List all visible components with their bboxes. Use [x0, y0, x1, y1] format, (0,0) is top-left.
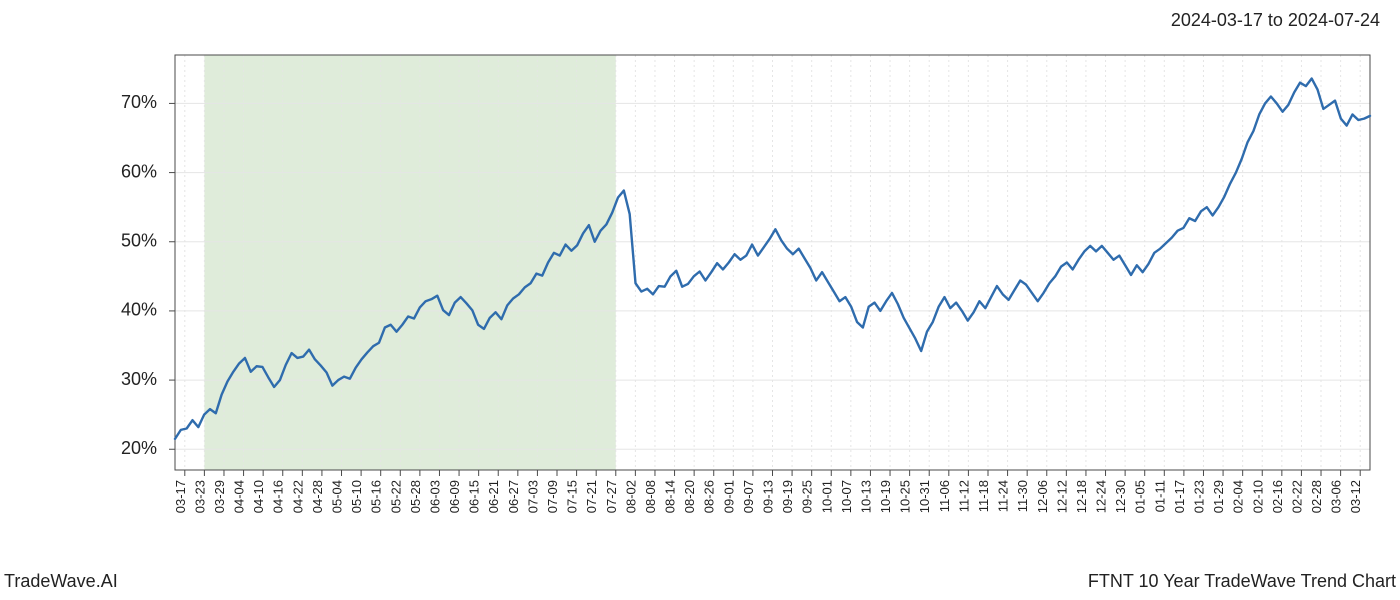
x-tick-label: 10-13 [858, 480, 873, 513]
x-tick-label: 11-24 [996, 480, 1011, 512]
x-tick-label: 03-23 [192, 480, 207, 513]
x-tick-label: 05-28 [408, 480, 423, 513]
y-tick-label: 30% [121, 369, 157, 389]
x-tick-label: 01-05 [1133, 480, 1148, 513]
x-tick-label: 09-25 [800, 480, 815, 513]
x-tick-label: 03-06 [1329, 480, 1344, 513]
y-tick-label: 60% [121, 161, 157, 181]
y-tick-label: 50% [121, 231, 157, 251]
x-tick-label: 12-06 [1035, 480, 1050, 513]
x-tick-label: 08-26 [702, 480, 717, 513]
x-tick-label: 04-04 [232, 480, 247, 513]
x-tick-label: 12-30 [1113, 480, 1128, 513]
x-tick-label: 08-08 [643, 480, 658, 513]
x-tick-label: 09-19 [780, 480, 795, 513]
x-tick-label: 02-04 [1231, 480, 1246, 513]
y-tick-label: 40% [121, 300, 157, 320]
x-tick-label: 10-01 [819, 480, 834, 513]
x-tick-label: 12-18 [1074, 480, 1089, 513]
y-tick-label: 70% [121, 92, 157, 112]
x-tick-label: 10-19 [878, 480, 893, 513]
x-tick-label: 01-17 [1172, 480, 1187, 513]
x-tick-label: 09-01 [721, 480, 736, 513]
x-tick-label: 11-30 [1015, 480, 1030, 512]
x-tick-label: 11-12 [956, 480, 971, 512]
x-tick-label: 04-28 [310, 480, 325, 513]
x-tick-label: 07-09 [545, 480, 560, 513]
x-tick-label: 01-29 [1211, 480, 1226, 513]
x-tick-label: 07-15 [565, 480, 580, 513]
x-tick-label: 11-06 [937, 480, 952, 512]
x-tick-label: 05-04 [330, 480, 345, 513]
x-tick-label: 06-15 [467, 480, 482, 513]
x-tick-label: 03-12 [1348, 480, 1363, 513]
x-tick-label: 05-16 [369, 480, 384, 513]
x-tick-label: 01-23 [1191, 480, 1206, 513]
x-tick-label: 08-02 [623, 480, 638, 513]
x-tick-label: 10-31 [917, 480, 932, 513]
x-tick-label: 10-25 [898, 480, 913, 513]
y-tick-label: 20% [121, 438, 157, 458]
x-tick-label: 02-22 [1289, 480, 1304, 513]
x-tick-label: 09-07 [741, 480, 756, 513]
x-tick-label: 02-10 [1250, 480, 1265, 513]
x-tick-label: 05-22 [388, 480, 403, 513]
trend-line-chart: 20% 30% 40% 50% 60% 70% 03-17 03-23 03-29 04-04 04… [0, 0, 1400, 600]
x-tick-label: 08-14 [663, 480, 678, 513]
x-tick-label: 04-10 [251, 480, 266, 513]
x-tick-label: 09-13 [761, 480, 776, 513]
x-tick-label: 06-27 [506, 480, 521, 513]
x-tick-label: 01-11 [1152, 480, 1167, 512]
x-tick-label: 05-10 [349, 480, 364, 513]
x-tick-label: 07-03 [525, 480, 540, 513]
x-tick-label: 02-16 [1270, 480, 1285, 513]
x-tick-label: 06-21 [486, 480, 501, 513]
x-tick-label: 04-22 [290, 480, 305, 513]
x-tick-label: 12-12 [1054, 480, 1069, 513]
x-tick-label: 11-18 [976, 480, 991, 512]
x-tick-label: 02-28 [1309, 480, 1324, 513]
x-tick-label: 07-21 [584, 480, 599, 513]
x-tick-label: 07-27 [604, 480, 619, 513]
highlight-band [204, 55, 615, 470]
x-tick-label: 06-03 [427, 480, 442, 513]
x-tick-label: 08-20 [682, 480, 697, 513]
x-tick-label: 12-24 [1094, 480, 1109, 513]
x-tick-label: 06-09 [447, 480, 462, 513]
x-tick-label: 03-29 [212, 480, 227, 513]
x-tick-label: 10-07 [839, 480, 854, 513]
x-tick-label: 03-17 [173, 480, 188, 513]
x-tick-label: 04-16 [271, 480, 286, 513]
